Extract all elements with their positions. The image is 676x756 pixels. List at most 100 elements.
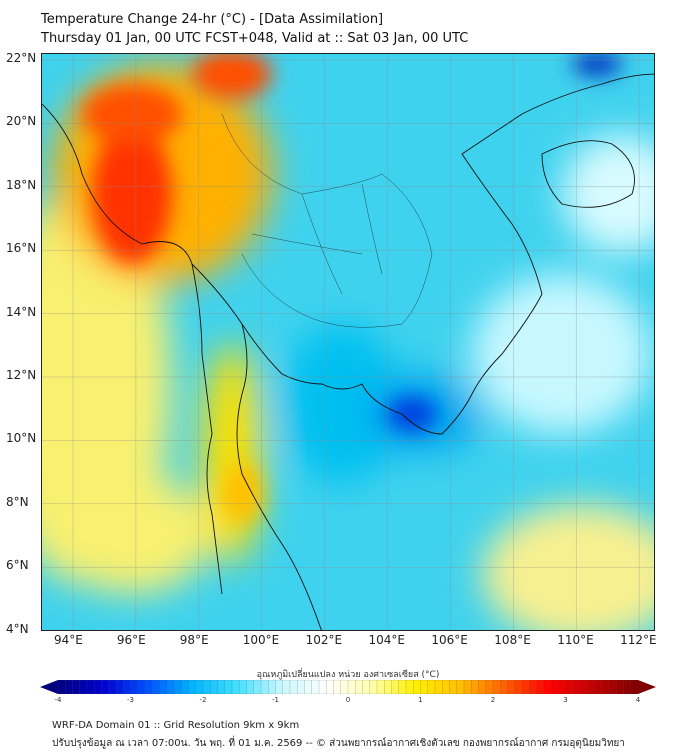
colorbar-segment — [485, 680, 494, 694]
colorbar-tick: -1 — [272, 696, 279, 704]
colorbar-segment — [115, 680, 124, 694]
colorbar-segment — [246, 680, 255, 694]
colorbar-segment — [587, 680, 596, 694]
colorbar-segment — [340, 680, 349, 694]
colorbar-segment — [500, 680, 509, 694]
colorbar-segment — [130, 680, 139, 694]
colorbar-segment — [159, 680, 168, 694]
colorbar-segment — [362, 680, 371, 694]
colorbar-tick: 1 — [418, 696, 423, 704]
colorbar-segment — [391, 680, 400, 694]
colorbar-segment — [579, 680, 588, 694]
colorbar-segment — [558, 680, 567, 694]
colorbar-tick: -2 — [199, 696, 207, 704]
colorbar-segment — [536, 680, 545, 694]
colorbar-segment — [616, 680, 625, 694]
colorbar-segment — [369, 680, 378, 694]
colorbar-segment — [507, 680, 516, 694]
colorbar-segment — [529, 680, 538, 694]
colorbar-segment — [608, 680, 617, 694]
map-title: Temperature Change 24-hr (°C) - [Data As… — [41, 12, 384, 27]
colorbar-segment — [376, 680, 385, 694]
lat-tick: 12°N — [6, 368, 37, 382]
colorbar-label: อุณหภูมิเปลี่ยนแปลง หน่วย องศาเซลเซียส (… — [256, 670, 440, 680]
colorbar-segment — [152, 680, 161, 694]
colorbar-tick: -3 — [127, 696, 134, 704]
lat-tick: 10°N — [6, 431, 37, 446]
colorbar-segment — [471, 680, 480, 694]
colorbar-segment — [543, 680, 552, 694]
lat-tick: 6°N — [6, 558, 29, 573]
colorbar-segment — [623, 680, 632, 694]
colorbar-segment — [449, 680, 458, 694]
colorbar-tick: 3 — [563, 696, 568, 704]
lat-tick: 16°N — [6, 241, 37, 256]
colorbar-segment — [347, 680, 356, 694]
colorbar-segment — [572, 680, 581, 694]
colorbar-segment — [326, 680, 335, 694]
colorbar-segment — [413, 680, 422, 694]
map-subtitle: Thursday 01 Jan, 00 UTC FCST+048, Valid … — [41, 31, 469, 46]
colorbar-segment — [427, 680, 436, 694]
colorbar-segment — [333, 680, 342, 694]
colorbar-segment — [86, 680, 95, 694]
colorbar-segment — [565, 680, 574, 694]
colorbar-segment — [384, 680, 393, 694]
lat-tick: 18°N — [6, 177, 37, 192]
colorbar-segment — [108, 680, 117, 694]
colorbar-segment — [173, 680, 182, 694]
lon-tick: 98°E — [179, 633, 209, 647]
colorbar-segment — [217, 680, 226, 694]
colorbar-segment — [289, 680, 298, 694]
colorbar-segment — [282, 680, 291, 694]
colorbar-segment — [210, 680, 219, 694]
colorbar-segment — [260, 680, 269, 694]
colorbar-segment — [456, 680, 465, 694]
colorbar-segment — [72, 680, 81, 694]
colorbar-segment — [123, 680, 132, 694]
colorbar-segment — [188, 680, 197, 694]
colorbar-segment — [166, 680, 175, 694]
colorbar-segment — [318, 680, 327, 694]
colorbar-segment — [65, 680, 74, 694]
colorbar-segment — [101, 680, 110, 694]
colorbar-segment — [463, 680, 472, 694]
lon-tick: 110°E — [557, 633, 594, 647]
lat-tick: 20°N — [6, 114, 37, 129]
colorbar-segment — [253, 680, 262, 694]
colorbar-segment — [492, 680, 501, 694]
colorbar-segment — [94, 680, 103, 694]
colorbar-segment — [202, 680, 211, 694]
colorbar-segment — [195, 680, 204, 694]
colorbar-segment — [144, 680, 153, 694]
colorbar-segment — [239, 680, 248, 694]
colorbar-segment — [630, 680, 639, 694]
colorbar-segment — [405, 680, 414, 694]
colorbar-tick: 2 — [490, 696, 496, 704]
colorbar-extend-arrow — [638, 680, 656, 694]
colorbar-segment — [514, 680, 523, 694]
colorbar-segment — [601, 680, 610, 694]
colorbar-segment — [181, 680, 190, 694]
colorbar-segment — [398, 680, 407, 694]
colorbar-segment — [355, 680, 364, 694]
footer-line-2: ปรับปรุงข้อมูล ณ เวลา 07:00น. วัน พฤ. ที… — [52, 738, 625, 749]
colorbar-segment — [521, 680, 530, 694]
lat-tick: 22°N — [6, 51, 37, 65]
colorbar-tick: 4 — [635, 696, 641, 704]
lon-tick: 94°E — [54, 633, 83, 647]
lon-tick: 112°E — [620, 633, 657, 647]
colorbar-segment — [550, 680, 559, 694]
colorbar-segment — [57, 680, 66, 694]
lat-tick: 4°N — [6, 621, 29, 636]
colorbar-segment — [231, 680, 240, 694]
lon-tick: 100°E — [242, 633, 280, 647]
lat-tick: 8°N — [6, 494, 29, 509]
colorbar-tick: 0 — [345, 696, 351, 704]
colorbar-segment — [275, 680, 284, 694]
colorbar-segment — [297, 680, 306, 694]
colorbar-segment — [434, 680, 443, 694]
colorbar-segment — [79, 680, 88, 694]
lon-tick: 106°E — [431, 633, 468, 647]
colorbar-segment — [268, 680, 277, 694]
